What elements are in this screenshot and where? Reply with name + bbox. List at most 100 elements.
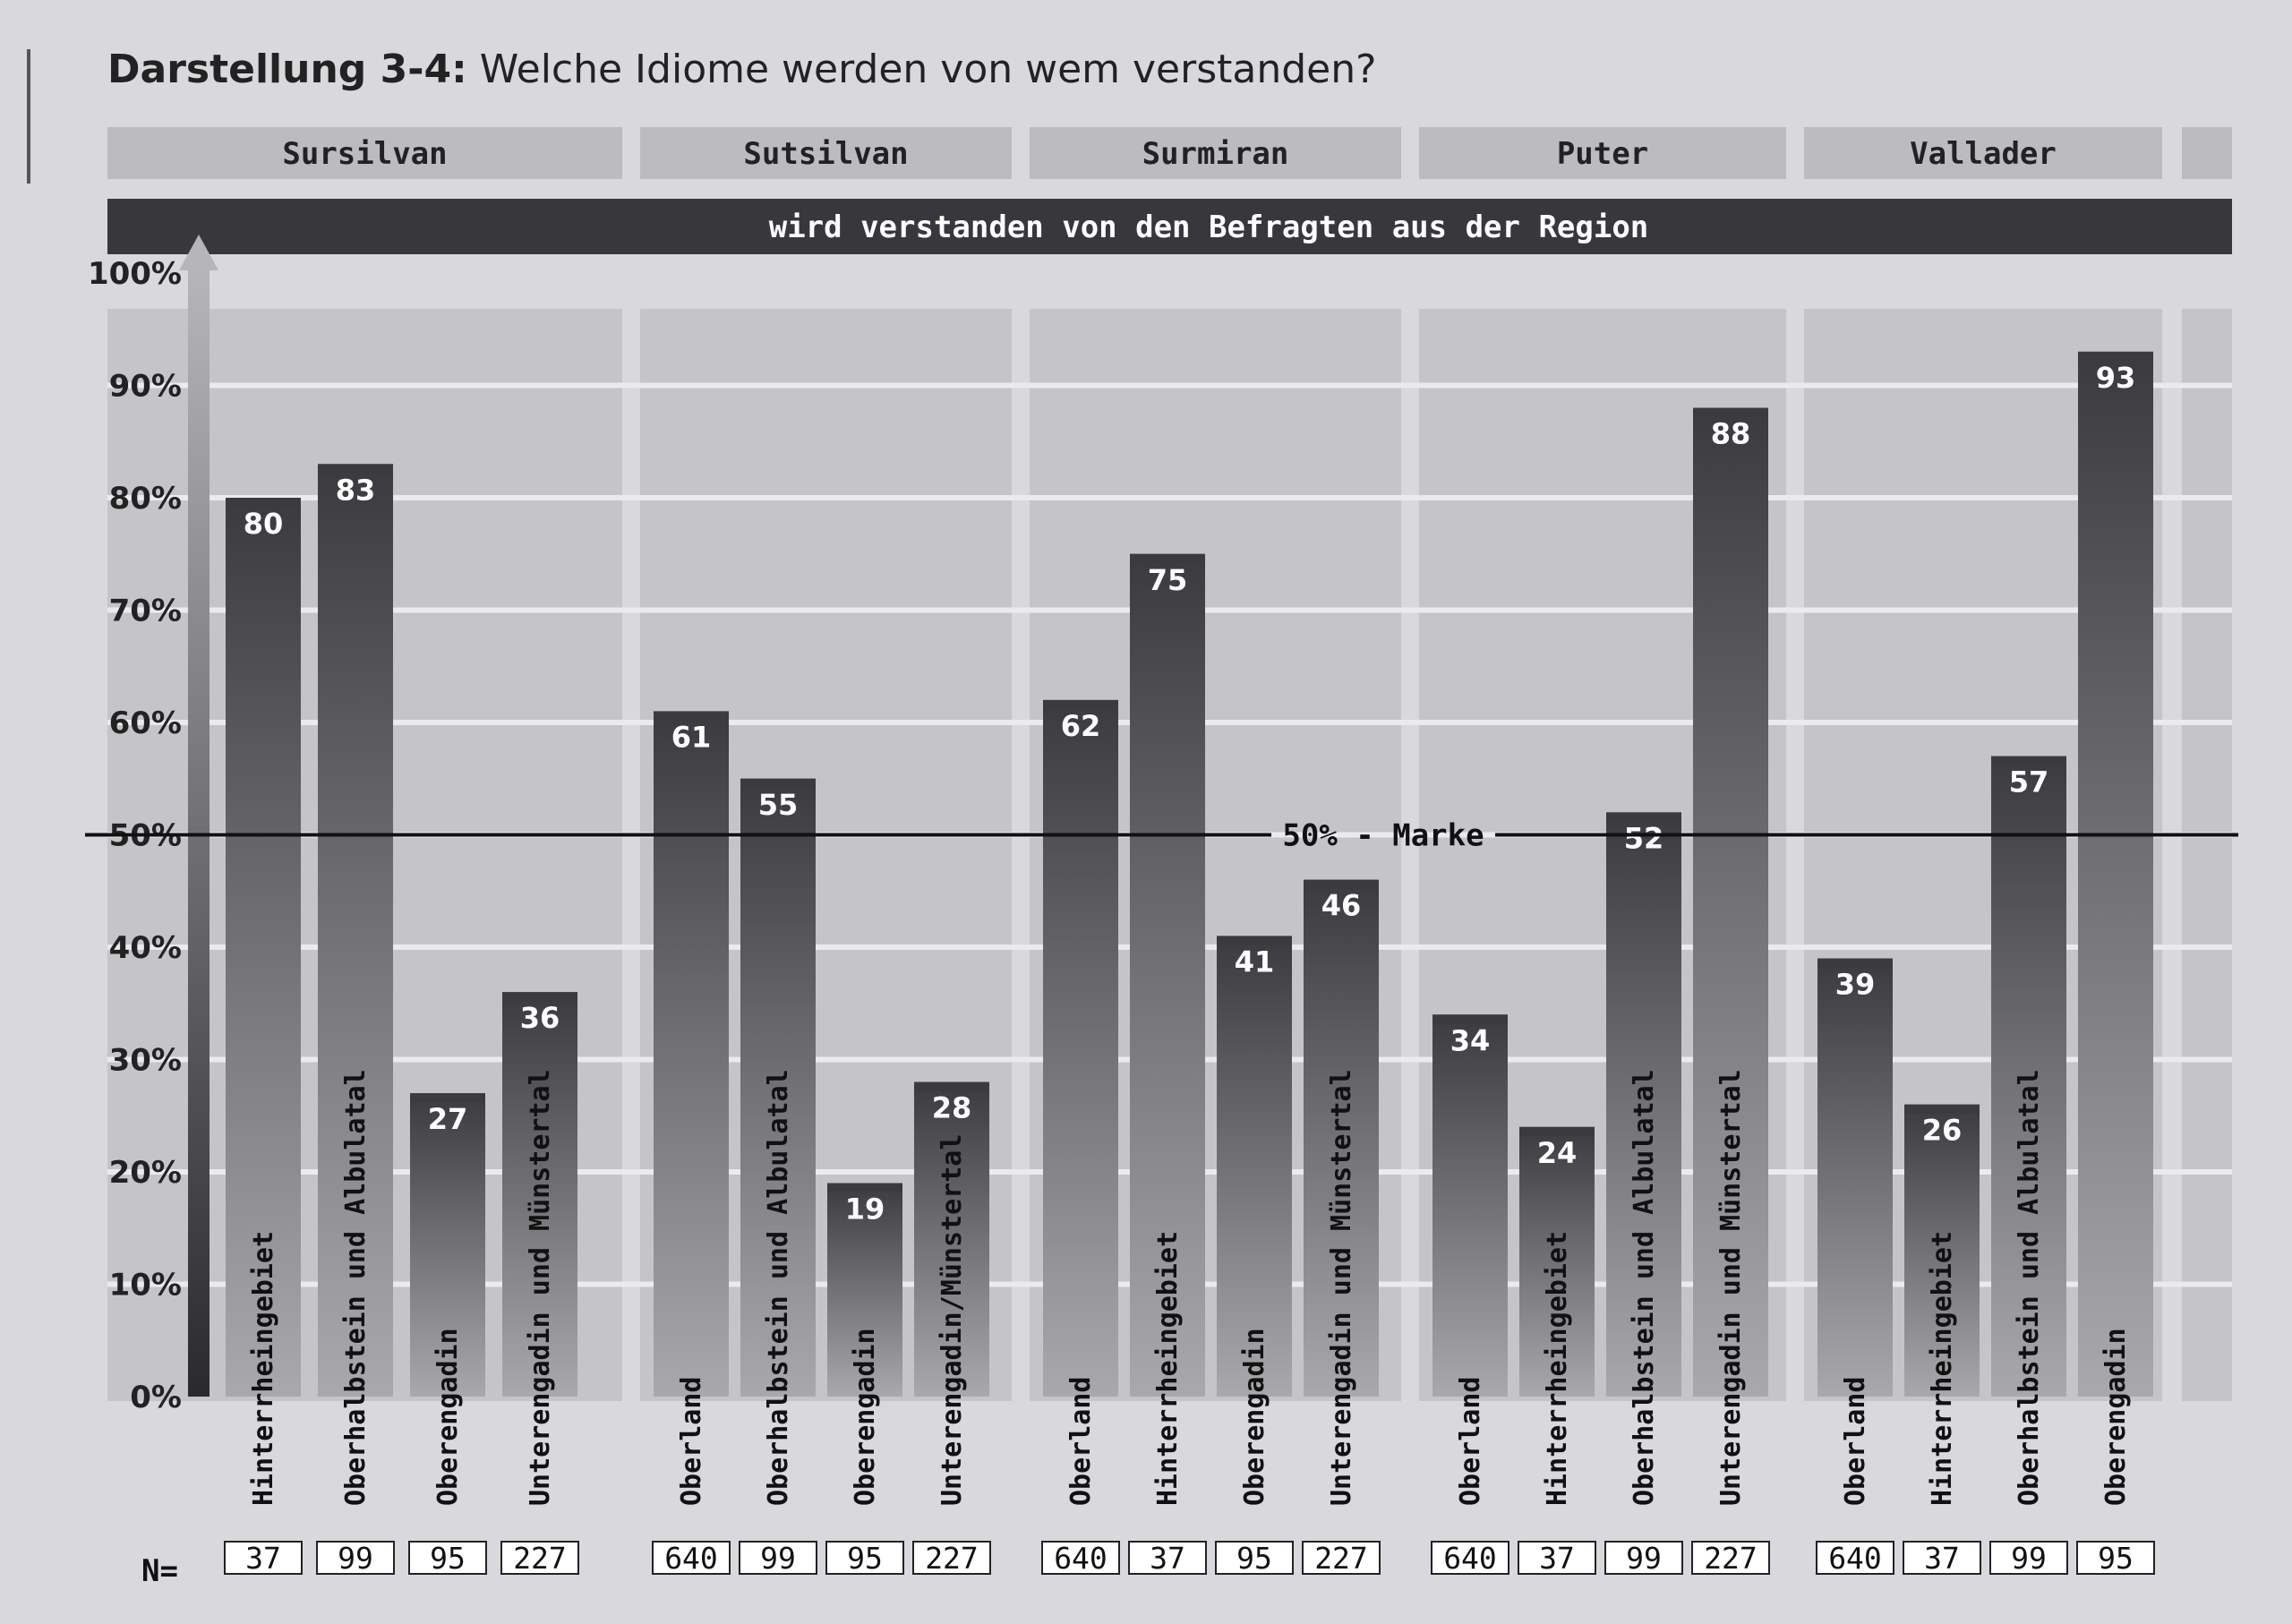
bar-category-label: Oberland (1455, 1377, 1486, 1507)
banner-text: wird verstanden von den Befragten aus de… (769, 209, 1649, 245)
bar-value-label: 61 (671, 720, 712, 754)
bar-value-label: 36 (520, 1001, 560, 1035)
bar-category-label: Oberland (1065, 1377, 1097, 1507)
bar-value-label: 19 (845, 1192, 885, 1227)
bar-cap (1817, 958, 1893, 968)
bar-value-label: 28 (932, 1091, 972, 1125)
n-box (1989, 1541, 2068, 1575)
bar (318, 464, 393, 1397)
extra-header-box (2182, 127, 2232, 179)
n-prefix: N= (141, 1553, 178, 1589)
bar-category-label: Oberengadin (1239, 1328, 1270, 1506)
n-value: 99 (1626, 1541, 1662, 1576)
bar (1606, 812, 1681, 1397)
group-header-box (1419, 127, 1786, 179)
bar-value-label: 80 (244, 507, 284, 541)
bar-cap (1304, 879, 1379, 889)
bar-value-label: 46 (1321, 889, 1362, 923)
bar-category-label: Oberland (1840, 1377, 1871, 1507)
bar (1043, 699, 1118, 1397)
bar-value-label: 75 (1148, 563, 1188, 597)
group-header-box (640, 127, 1012, 179)
bar (1432, 1014, 1508, 1397)
n-value: 37 (245, 1541, 281, 1576)
bar-cap (1519, 1126, 1595, 1136)
bar-cap (1606, 812, 1681, 822)
bar-category-label: Unterengadin und Münstertal (525, 1069, 556, 1506)
n-box (912, 1541, 991, 1575)
bar-value-label: 27 (428, 1102, 468, 1136)
bar-value-label: 39 (1835, 968, 1876, 1002)
n-box (1691, 1541, 1770, 1575)
bar (502, 992, 577, 1397)
bar-cap (1991, 756, 2066, 765)
bar-category-label: Oberengadin (2100, 1328, 2132, 1506)
n-box (825, 1541, 904, 1575)
bar (410, 1093, 485, 1397)
bar-cap (654, 711, 729, 721)
bar-value-label: 24 (1537, 1136, 1578, 1170)
bar-cap (2078, 351, 2153, 361)
n-box (652, 1541, 731, 1575)
n-box (1903, 1541, 1981, 1575)
page-edge (27, 49, 30, 184)
bar-value-label: 55 (758, 788, 799, 822)
bar-category-label: Hinterrheingebiet (1927, 1231, 1958, 1506)
bar-category-label: Unterengadin und Münstertal (1715, 1069, 1747, 1506)
y-tick-label: 20% (109, 1155, 182, 1191)
bar-cap (1130, 553, 1205, 563)
bar-cap (318, 464, 393, 474)
bar (1304, 879, 1379, 1397)
n-box (316, 1541, 395, 1575)
n-value: 99 (338, 1541, 373, 1576)
bar-category-label: Hinterrheingebiet (1542, 1231, 1573, 1506)
bar (1130, 553, 1205, 1397)
bar-value-label: 93 (2096, 361, 2136, 395)
bar-cap (827, 1183, 902, 1192)
group-header-box (1804, 127, 2162, 179)
bar-value-label: 57 (2009, 765, 2049, 799)
y-tick-label: 30% (109, 1043, 182, 1079)
bar-value-label: 52 (1624, 821, 1664, 855)
n-value: 95 (2098, 1541, 2134, 1576)
y-axis-bar (188, 269, 210, 1397)
bar-category-label: Hinterrheingebiet (1152, 1231, 1184, 1506)
title-prefix: Darstellung 3-4: (107, 47, 467, 92)
n-box (1518, 1541, 1596, 1575)
bar (2078, 351, 2153, 1397)
group-label: Surmiran (1142, 136, 1289, 172)
n-value: 95 (847, 1541, 883, 1576)
y-tick-label: 40% (109, 930, 182, 966)
bar-category-label: Oberhalbstein und Albulatal (340, 1069, 372, 1506)
bar (914, 1081, 989, 1397)
group-label: Vallader (1910, 136, 2057, 172)
n-value: 227 (925, 1541, 979, 1576)
extra-panel (2182, 309, 2232, 1401)
bar-cap (1043, 699, 1118, 709)
n-value: 99 (2011, 1541, 2047, 1576)
n-box (408, 1541, 487, 1575)
n-value: 37 (1150, 1541, 1185, 1576)
bar-cap (914, 1081, 989, 1091)
group-label: Sutsilvan (743, 136, 908, 172)
bar (1817, 958, 1893, 1397)
n-value: 95 (430, 1541, 466, 1576)
bar-category-label: Unterengadin/Münstertal (936, 1134, 968, 1506)
n-box (1816, 1541, 1894, 1575)
bar-category-label: Oberhalbstein und Albulatal (763, 1069, 794, 1506)
n-box (500, 1541, 579, 1575)
n-box (2076, 1541, 2155, 1575)
reference-line-label: 50% - Marke (1282, 818, 1484, 854)
n-value: 95 (1236, 1541, 1272, 1576)
bar-cap (1693, 407, 1768, 417)
bar-category-label: Unterengadin und Münstertal (1326, 1069, 1357, 1506)
bar (226, 498, 301, 1397)
bar-value-label: 88 (1711, 417, 1751, 451)
n-box (1302, 1541, 1381, 1575)
banner (107, 199, 2232, 254)
n-value: 640 (1054, 1541, 1108, 1576)
n-value: 227 (1314, 1541, 1368, 1576)
bar (1519, 1126, 1595, 1397)
n-box (1041, 1541, 1120, 1575)
group-header-box (107, 127, 622, 179)
